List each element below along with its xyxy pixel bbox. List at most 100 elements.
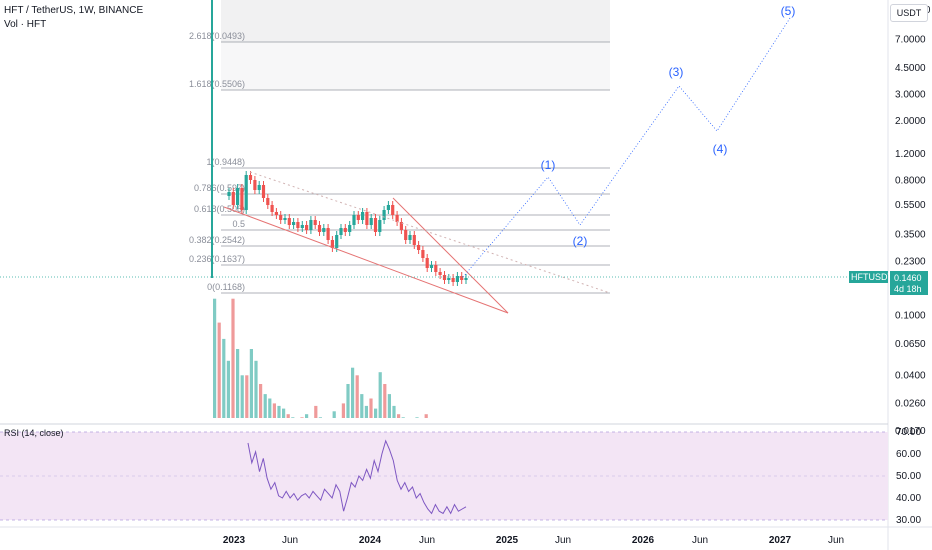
candle-body — [395, 215, 399, 222]
candle-body — [283, 218, 287, 220]
candle-body — [300, 225, 304, 228]
candle-body — [369, 218, 373, 225]
candle-body — [326, 228, 330, 240]
time-tick-label: 2023 — [223, 535, 246, 546]
volume-bar — [282, 408, 286, 418]
time-axis[interactable]: 2023 Jun 2024 Jun 2025 Jun 2026 Jun 2027 Jun — [223, 535, 844, 546]
price-tick-label: 0.5500 — [895, 200, 926, 211]
candle-body — [451, 278, 455, 282]
time-tick-label: Jun — [419, 535, 435, 546]
wedge-lower-line[interactable] — [223, 206, 509, 314]
price-tick-label: 0.0170 — [895, 426, 926, 437]
candle-body — [330, 240, 334, 248]
volume-bar — [263, 394, 267, 418]
candle-body — [429, 265, 434, 268]
candle-body — [352, 215, 356, 225]
volume-bars — [213, 298, 428, 418]
candle-body — [373, 218, 378, 232]
candle-body — [270, 205, 274, 212]
volume-bar — [305, 414, 309, 418]
candle-body — [421, 250, 425, 258]
symbol-title[interactable]: HFT / TetherUS, 1W, BINANCE — [4, 5, 144, 16]
price-tick-label: 0.0260 — [895, 398, 926, 409]
fib-level-label: 0.382(0.2542) — [189, 235, 245, 245]
volume-bar — [291, 417, 295, 418]
candle-body — [240, 188, 244, 210]
volume-bar — [213, 298, 217, 418]
price-tick-label: 0.1000 — [895, 311, 926, 322]
svg-text:HFTUSDT: HFTUSDT — [851, 272, 893, 282]
long-trendline[interactable] — [249, 171, 611, 294]
time-tick-label: 2025 — [496, 535, 519, 546]
rsi-label: RSI (14, close) — [4, 428, 64, 438]
fib-level-label: 0(0.1168) — [207, 282, 245, 292]
wedge-upper-line[interactable] — [392, 197, 509, 314]
volume-bar — [300, 417, 304, 418]
candle-body — [425, 258, 429, 268]
volume-bar — [415, 417, 419, 418]
price-tick-label: 0.8000 — [895, 175, 926, 186]
candle-body — [305, 225, 309, 230]
price-tick-label: 4.5000 — [895, 63, 926, 74]
fib-level-label: 0.5 — [232, 219, 245, 229]
candle-body — [434, 265, 438, 272]
fib-level-label: 0.236(0.1637) — [189, 254, 245, 264]
last-price-tag: HFTUSDT 0.1460 4d 18h — [849, 271, 928, 295]
fib-level-label: 1(0.9448) — [206, 157, 245, 167]
candle-body — [309, 220, 313, 230]
time-tick-label: Jun — [828, 535, 844, 546]
volume-bar — [259, 384, 263, 418]
rsi-tick-label: 50.00 — [896, 471, 921, 482]
time-tick-label: Jun — [692, 535, 708, 546]
candle-body — [447, 278, 451, 280]
volume-bar — [231, 298, 235, 418]
candle-body — [460, 276, 464, 280]
volume-bar — [268, 398, 272, 418]
candle-body — [257, 185, 261, 190]
volume-bar — [355, 375, 359, 418]
volume-bar — [286, 414, 290, 418]
volume-bar — [424, 414, 428, 418]
candle-body — [261, 185, 266, 198]
candle-body — [313, 220, 317, 225]
time-tick-label: 2024 — [359, 535, 382, 546]
volume-bar — [341, 403, 345, 418]
candle-body — [356, 215, 360, 220]
candle-body — [343, 228, 347, 232]
volume-bar — [374, 408, 378, 418]
price-tick-label: 2.0000 — [895, 116, 926, 127]
volume-bar — [245, 375, 249, 418]
time-tick-label: 2027 — [769, 535, 792, 546]
rsi-line — [247, 439, 467, 515]
fib-level-label: 0.786(0.597) — [194, 183, 245, 193]
price-axis[interactable]: 11.00007.00004.50003.00002.00001.20000.8… — [895, 5, 931, 437]
volume-bar — [360, 394, 364, 418]
candle-body — [391, 205, 395, 215]
volume-bar — [383, 384, 387, 418]
candle-body — [399, 222, 403, 230]
currency-unit-button[interactable]: USDT — [890, 4, 928, 22]
fib-level-label: 1.618(0.5506) — [189, 79, 245, 89]
rsi-axis: 70.00 60.00 50.00 40.00 30.00 — [896, 427, 921, 526]
volume-bar — [236, 349, 240, 418]
volume-legend[interactable]: Vol · HFT — [4, 19, 47, 30]
volume-bar — [346, 384, 350, 418]
candle-body — [365, 212, 369, 225]
volume-bar — [222, 338, 226, 418]
candle-body — [455, 276, 459, 282]
wave-1-label: (1) — [541, 158, 556, 172]
volume-bar — [392, 405, 396, 418]
volume-bar — [254, 360, 258, 418]
volume-bar — [364, 405, 368, 418]
svg-text:4d 18h: 4d 18h — [894, 284, 922, 294]
candle-body — [279, 215, 283, 220]
fib-level-label: 0.618(0.508) — [194, 204, 245, 214]
candle-body — [253, 180, 257, 190]
fib-level-labels: 2.618(0.0493) 1.618(0.5506) 1(0.9448) 0.786… — [189, 31, 245, 292]
fib-extension-zone — [221, 0, 610, 42]
candle-body — [227, 192, 231, 196]
candle-body — [236, 188, 240, 205]
price-tick-label: 3.0000 — [895, 90, 926, 101]
candle-body — [244, 175, 248, 210]
